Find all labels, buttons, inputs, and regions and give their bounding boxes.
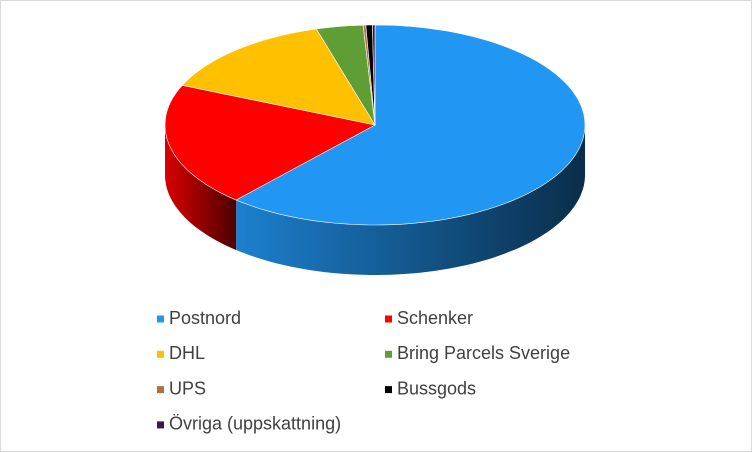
slice: [181, 28, 376, 126]
pie: [164, 24, 586, 275]
legend-marker: [385, 350, 392, 358]
legend-label: Postnord: [169, 308, 241, 328]
slice-side: [236, 125, 585, 275]
slice: [235, 24, 586, 226]
legend-label: Bring Parcels Sverige: [397, 343, 570, 363]
legend-marker: [385, 386, 392, 394]
legend-label: DHL: [169, 343, 205, 363]
legend-marker: [157, 421, 164, 429]
slice: [315, 24, 376, 126]
legend-label: Schenker: [397, 308, 473, 328]
legend-label: Bussgods: [397, 378, 476, 398]
slice: [164, 84, 376, 201]
legend-marker: [157, 386, 164, 394]
legend-marker: [157, 315, 164, 323]
legend-marker: [157, 350, 164, 358]
legend-label: UPS: [169, 378, 206, 398]
slice: [372, 24, 376, 126]
legend-label: Övriga (uppskattning): [169, 414, 341, 434]
slice-side: [165, 125, 237, 250]
legend: Postnord Schenker DHL Bring Parcels Sverige…: [157, 308, 570, 434]
legend-marker: [385, 315, 392, 323]
